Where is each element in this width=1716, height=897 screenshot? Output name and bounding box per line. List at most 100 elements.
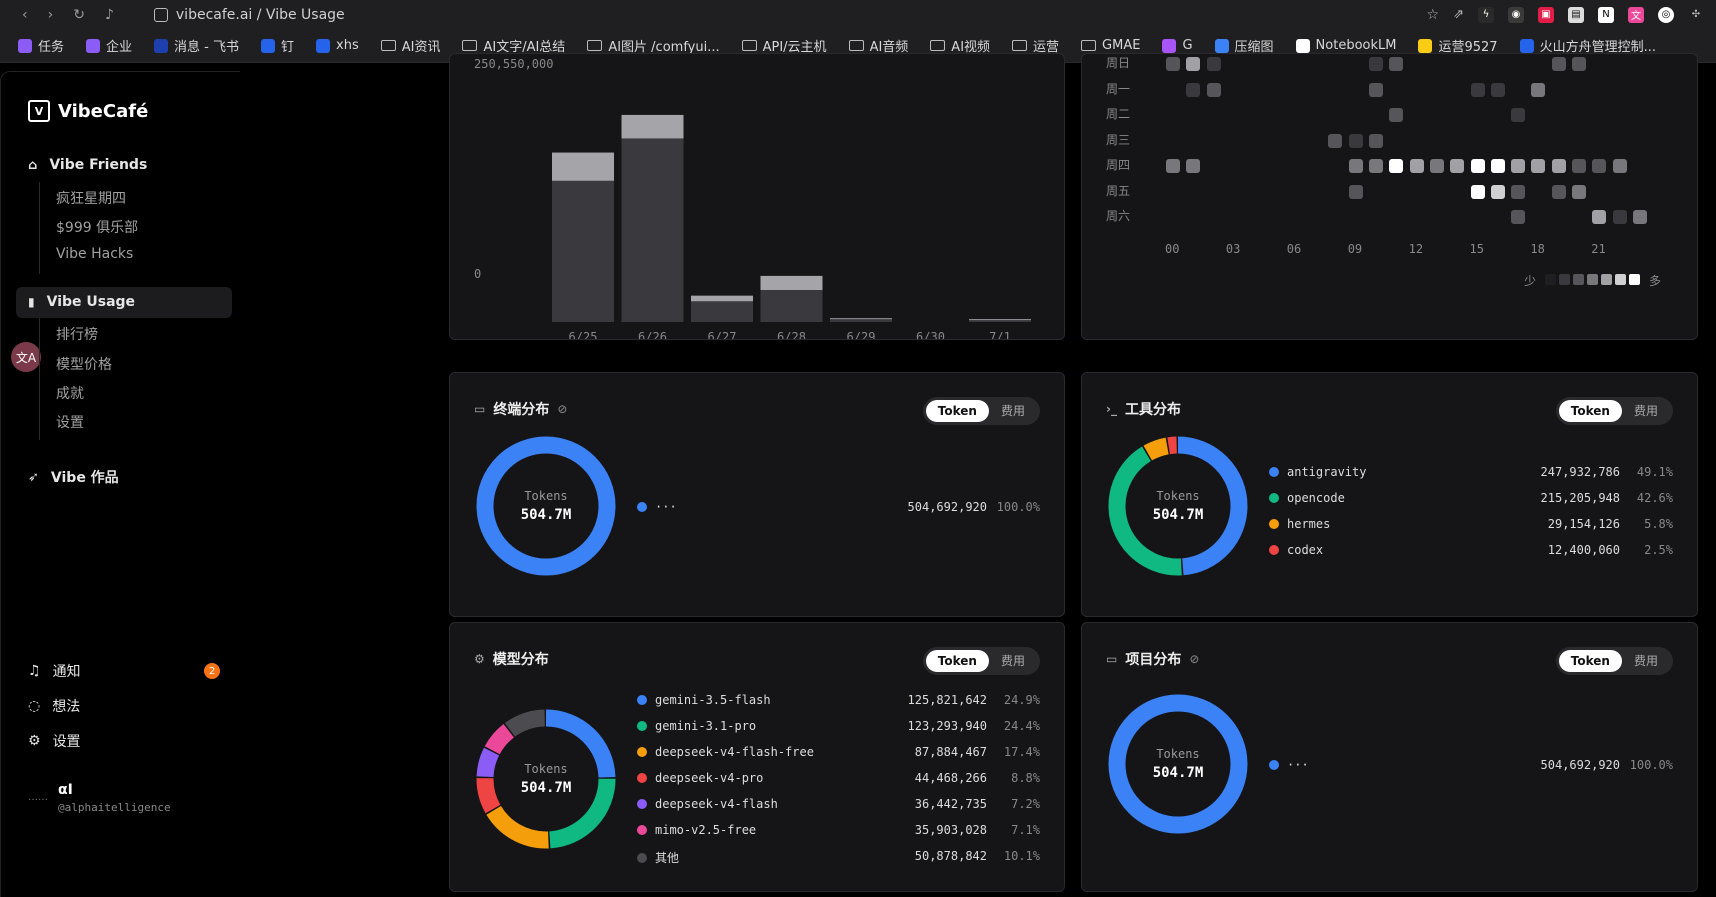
heatmap-cell[interactable] (1369, 159, 1383, 173)
donut-segment[interactable] (476, 709, 616, 849)
extension-icon[interactable]: ◎ (1658, 6, 1674, 23)
eye-off-icon[interactable]: ⊘ (1189, 652, 1200, 666)
heatmap-cell[interactable] (1572, 57, 1586, 71)
heatmap-cell[interactable] (1348, 159, 1363, 173)
heatmap-cell[interactable] (1369, 57, 1383, 71)
toggle-fee[interactable]: 费用 (1000, 654, 1025, 668)
heatmap-cell[interactable] (1429, 159, 1444, 173)
share-icon[interactable]: ⇗ (1453, 7, 1464, 22)
bookmark-item[interactable]: 钉 (261, 36, 294, 55)
nav-item-usage-settings[interactable]: 设置 (56, 415, 84, 431)
nav-vibe-usage[interactable]: ▮ Vibe Usage (28, 294, 135, 310)
extension-icon[interactable]: N (1598, 6, 1614, 23)
toggle-fee[interactable]: 费用 (1000, 404, 1025, 418)
forward-icon[interactable]: › (47, 6, 54, 23)
heatmap-cell[interactable] (1531, 82, 1546, 97)
nav-settings[interactable]: ⚙ 设置 (28, 731, 81, 751)
heatmap-cell[interactable] (1551, 184, 1566, 199)
bookmark-item[interactable]: 企业 (86, 36, 132, 55)
heatmap-cell[interactable] (1511, 108, 1526, 122)
address-bar[interactable]: vibecafe.ai / Vibe Usage (153, 7, 345, 23)
heatmap-cell[interactable] (1572, 159, 1586, 173)
reload-icon[interactable]: ↻ (73, 6, 85, 23)
bookmark-item[interactable]: xhs (316, 38, 359, 53)
heatmap-cell[interactable] (1409, 159, 1424, 173)
bar-segment-top[interactable] (552, 152, 614, 181)
nav-item-vibe-hacks[interactable]: Vibe Hacks (56, 246, 134, 262)
nav-vibe-friends[interactable]: ⌂ Vibe Friends (28, 157, 147, 173)
donut-segment[interactable] (476, 709, 616, 849)
heatmap-cell[interactable] (1389, 57, 1404, 71)
bookmark-item[interactable]: 任务 (18, 36, 64, 55)
heatmap-cell[interactable] (1592, 159, 1607, 173)
heatmap-cell[interactable] (1511, 210, 1526, 224)
bookmark-item[interactable]: AI音频 (848, 36, 908, 55)
heatmap-cell[interactable] (1369, 82, 1383, 97)
nav-item-999-club[interactable]: $999 俱乐部 (56, 220, 139, 236)
toggle-token[interactable]: Token (925, 400, 989, 422)
user-profile[interactable]: …… αI @alphaitelligence (28, 782, 171, 814)
toggle-token[interactable]: Token (1558, 650, 1622, 672)
bar-segment[interactable] (830, 319, 892, 322)
heatmap-cell[interactable] (1572, 184, 1586, 199)
brand[interactable]: V VibeCafé (28, 100, 148, 122)
heatmap-cell[interactable] (1328, 133, 1343, 148)
bookmark-item[interactable]: AI视频 (930, 36, 990, 55)
donut-segment[interactable] (1108, 436, 1248, 576)
heatmap-cell[interactable] (1490, 159, 1505, 173)
donut-segment[interactable] (476, 709, 616, 849)
bookmark-item[interactable]: G (1162, 38, 1193, 53)
toggle-fee[interactable]: 费用 (1633, 404, 1658, 418)
bar-segment[interactable] (760, 289, 823, 322)
bookmark-item[interactable]: NotebookLM (1295, 38, 1396, 53)
extension-icon[interactable]: ◉ (1508, 6, 1524, 23)
bar-segment-top[interactable] (691, 295, 753, 302)
bar-segment-top[interactable] (760, 275, 823, 290)
toggle-fee[interactable]: 费用 (1633, 654, 1658, 668)
extension-icon[interactable]: ▣ (1538, 6, 1554, 23)
bookmark-item[interactable]: 火山方舟管理控制... (1519, 36, 1656, 55)
puzzle-icon[interactable]: ✣ (1691, 9, 1701, 20)
bookmark-item[interactable]: API/云主机 (741, 36, 827, 55)
extension-icon[interactable]: 文 (1628, 6, 1644, 23)
heatmap-cell[interactable] (1369, 133, 1383, 148)
heatmap-cell[interactable] (1632, 210, 1647, 224)
bookmark-item[interactable]: AI文字/AI总结 (462, 36, 565, 55)
donut-segment[interactable] (476, 709, 616, 849)
heatmap-cell[interactable] (1166, 159, 1180, 173)
heatmap-cell[interactable] (1470, 159, 1485, 173)
toggle-token[interactable]: Token (925, 650, 989, 672)
heatmap-cell[interactable] (1551, 57, 1566, 71)
back-icon[interactable]: ‹ (22, 6, 28, 23)
translate-icon[interactable]: 文A (11, 342, 41, 372)
bar-segment[interactable] (969, 320, 1031, 322)
extension-icon[interactable]: ϟ (1478, 6, 1494, 23)
heatmap-cell[interactable] (1531, 159, 1546, 173)
heatmap-cell[interactable] (1551, 159, 1566, 173)
heatmap-cell[interactable] (1612, 159, 1627, 173)
heatmap-cell[interactable] (1186, 82, 1201, 97)
heatmap-cell[interactable] (1166, 57, 1180, 71)
nav-item-leaderboard[interactable]: 排行榜 (56, 327, 98, 343)
heatmap-cell[interactable] (1348, 184, 1363, 199)
heatmap-cell[interactable] (1470, 82, 1485, 97)
toggle-token[interactable]: Token (1558, 400, 1622, 422)
bar-segment-top[interactable] (621, 114, 684, 139)
bar-segment-top[interactable] (969, 319, 1031, 321)
bookmark-item[interactable]: 运营9527 (1418, 36, 1498, 55)
mic-icon[interactable]: ♪ (104, 6, 114, 23)
nav-notifications[interactable]: ♫ 通知 (28, 661, 81, 681)
nav-item-model-pricing[interactable]: 模型价格 (56, 357, 112, 373)
bar-segment[interactable] (691, 301, 753, 322)
nav-item-crazy-thursday[interactable]: 疯狂星期四 (56, 191, 126, 207)
heatmap-cell[interactable] (1389, 108, 1404, 122)
bookmark-item[interactable]: 压缩图 (1214, 36, 1274, 55)
heatmap-cell[interactable] (1490, 82, 1505, 97)
heatmap-cell[interactable] (1389, 159, 1404, 173)
extension-icon[interactable]: ▤ (1568, 6, 1584, 23)
heatmap-cell[interactable] (1348, 133, 1363, 148)
heatmap-cell[interactable] (1470, 184, 1485, 199)
heatmap-cell[interactable] (1490, 184, 1505, 199)
bookmark-item[interactable]: GMAE (1081, 38, 1140, 53)
heatmap-cell[interactable] (1206, 82, 1221, 97)
